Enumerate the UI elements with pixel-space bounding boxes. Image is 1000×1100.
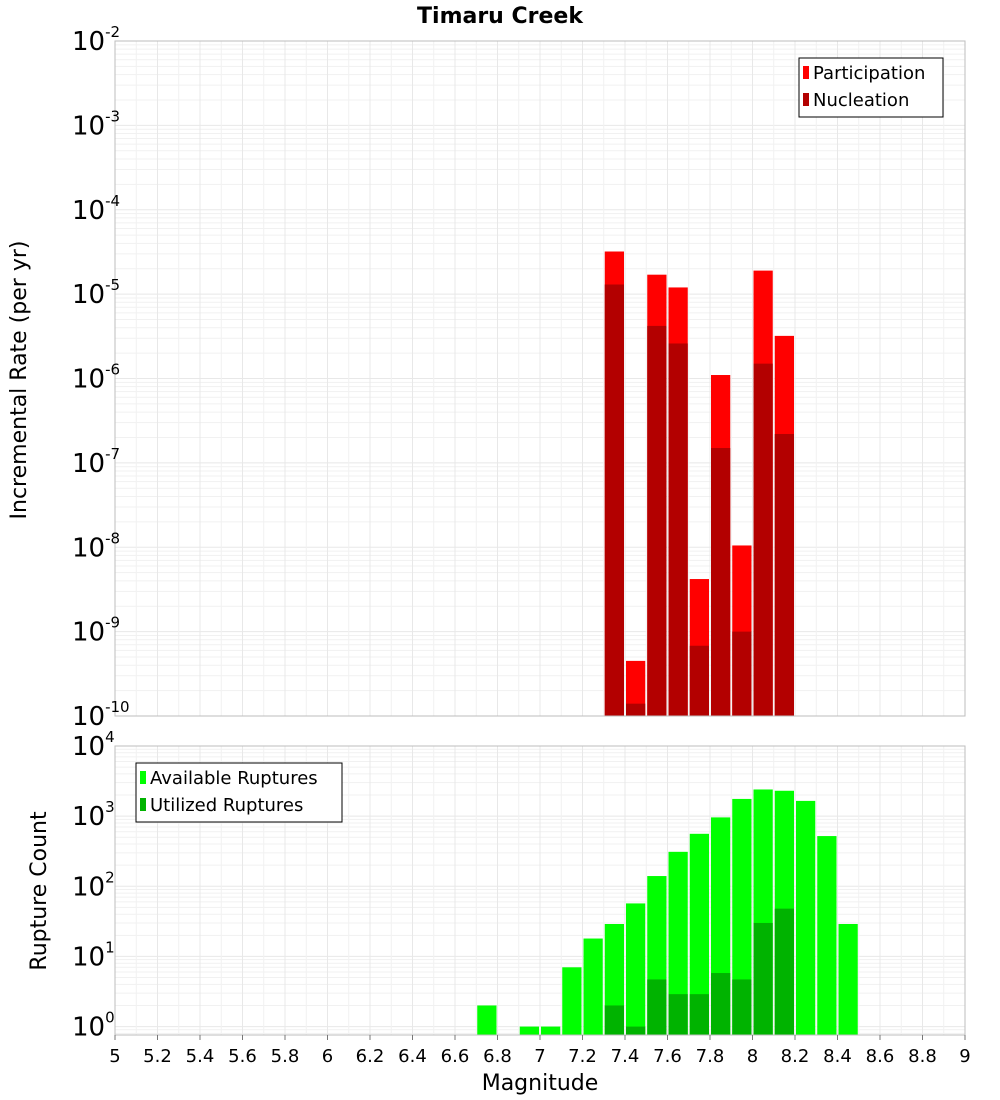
x-tick-label: 5.8 [271,1046,300,1067]
rate-legend-box [798,57,944,118]
x-tick-label: 8.6 [866,1046,895,1067]
count-y-tick-label: 104 [72,728,115,762]
count-bar [519,1026,539,1035]
count-bar [626,1026,646,1035]
rate-y-tick-label: 10-6 [72,361,120,395]
count-bar [583,938,603,1035]
count-bar [562,967,582,1035]
rate-y-tick-label: 10-5 [72,276,120,310]
count-legend-swatch [140,771,146,784]
rate-bar [604,284,624,716]
rate-bar [626,703,646,716]
count-bar [477,1005,497,1035]
count-bar [732,798,752,1035]
rate-legend-swatch [803,93,809,106]
rate-y-tick-label: 10-9 [72,614,120,648]
rate-y-tick-label: 10-3 [72,107,120,141]
rate-y-tick-label: 10-7 [72,445,120,479]
count-bar [541,1026,561,1035]
count-bar [604,1005,624,1035]
x-tick-label: 6.6 [441,1046,470,1067]
count-bar [626,903,646,1035]
count-bar [647,979,667,1035]
rate-y-tick-label: 10-10 [72,698,130,732]
count-bar [689,994,709,1035]
count-legend-label: Available Ruptures [150,768,318,789]
rate-bar [647,325,667,716]
count-bar [753,922,773,1035]
x-axis-title: Magnitude [482,1071,599,1096]
x-tick-label: 7.2 [568,1046,597,1067]
count-legend-swatch [140,798,146,811]
x-tick-label: 5.6 [228,1046,257,1067]
count-bar [668,994,688,1035]
rate-y-tick-label: 10-2 [72,23,120,57]
count-bar [689,833,709,1035]
x-tick-label: 8 [747,1046,758,1067]
count-bar [711,973,731,1035]
count-legend-box [135,762,343,823]
x-tick-label: 6.8 [483,1046,512,1067]
x-tick-label: 8.8 [908,1046,937,1067]
rate-bar [753,363,773,716]
y-axis-title-count: Rupture Count [27,811,52,971]
count-bar [774,908,794,1035]
count-y-tick-label: 100 [72,1009,115,1043]
count-y-ticks: 100 101 102 103 104 [72,728,115,1043]
count-bar [732,979,752,1035]
rate-bar [689,645,709,716]
x-tick-label: 8.4 [823,1046,852,1067]
rate-legend: Participation Nucleation [798,57,944,118]
chart-title: Timaru Creek [417,4,584,29]
rate-legend-label: Nucleation [813,90,909,111]
rate-plot-frame [114,40,966,717]
rate-y-tick-label: 10-8 [72,529,120,563]
rate-bar [732,631,752,716]
rate-bar [711,448,731,716]
count-legend-label: Utilized Ruptures [150,795,303,816]
rate-legend-swatch [803,66,809,79]
x-tick-label: 7 [534,1046,545,1067]
rate-bar [774,433,794,716]
count-bar [668,851,688,1035]
count-series-utilized-ruptures [604,908,794,1035]
count-legend: Available Ruptures Utilized Ruptures [135,762,343,823]
count-bar [796,800,816,1035]
x-tick-label: 8.2 [781,1046,810,1067]
x-tick-label: 5 [109,1046,120,1067]
x-tick-label: 7.8 [696,1046,725,1067]
x-tick-label: 6 [322,1046,333,1067]
x-tick-label: 7.6 [653,1046,682,1067]
rate-y-tick-label: 10-4 [72,192,120,226]
rate-series-nucleation [604,284,794,716]
count-y-tick-label: 101 [72,938,115,972]
rate-bar [626,660,646,716]
count-bar [838,924,858,1035]
x-ticks: 5 5.2 5.4 5.6 5.8 6 6.2 6.4 6.6 6.8 7 7.2 7.4 7.6 7.8 8… [109,1035,971,1067]
rate-bar [668,343,688,716]
x-tick-label: 6.4 [398,1046,427,1067]
rate-panel: 10-10 10-9 10-8 10-7 10-6 10-5 10-4 10-3 10-2 Par… [72,23,966,732]
x-tick-label: 5.2 [143,1046,172,1067]
rate-grid [114,41,966,717]
x-tick-label: 6.2 [356,1046,385,1067]
rate-legend-label: Participation [813,63,925,84]
rupture-count-panel: 100 101 102 103 104 5 5.2 5.4 5.6 5.8 6 6.2 6.4 6.6 6.… [72,728,971,1067]
count-y-tick-label: 103 [72,798,115,832]
x-tick-label: 5.4 [186,1046,215,1067]
count-bar [817,836,837,1035]
count-y-tick-label: 102 [72,868,115,902]
x-tick-label: 9 [959,1046,970,1067]
x-tick-label: 7.4 [611,1046,640,1067]
y-axis-title-rate: Incremental Rate (per yr) [7,241,32,520]
